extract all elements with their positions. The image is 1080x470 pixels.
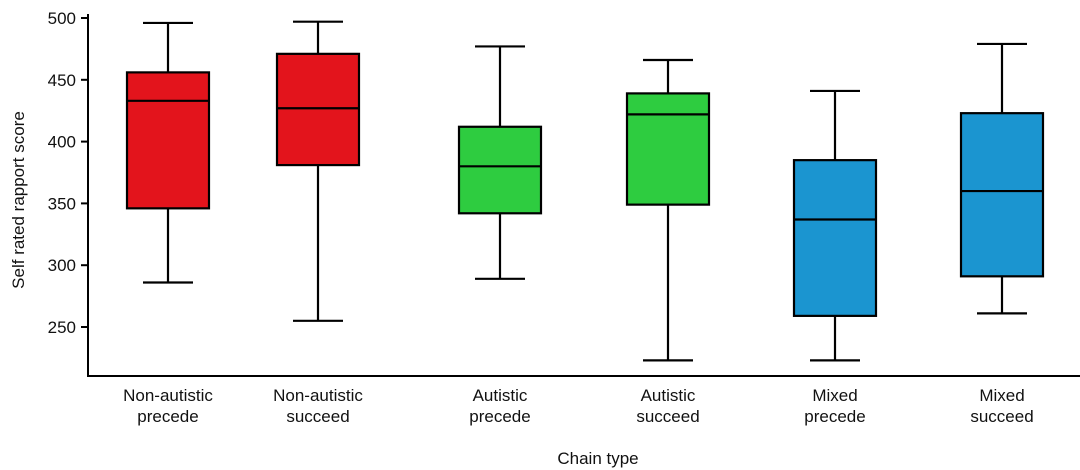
x-category-label: Mixed precede: [804, 386, 865, 426]
box-iqr: [457, 125, 543, 215]
box-iqr: [959, 112, 1045, 278]
x-category-label: Autistic succeed: [636, 386, 699, 426]
y-axis-title: Self rated rapport score: [9, 111, 28, 289]
y-tick-label: 350: [48, 194, 76, 213]
y-tick-label: 500: [48, 9, 76, 28]
y-tick-label: 300: [48, 256, 76, 275]
x-category-label: Mixed succeed: [970, 386, 1033, 426]
x-category-label: Non-autistic precede: [123, 386, 213, 426]
box-iqr: [125, 71, 211, 210]
y-tick-label: 250: [48, 318, 76, 337]
box-iqr: [625, 92, 711, 206]
x-category-label: Non-autistic succeed: [273, 386, 363, 426]
x-axis-title: Chain type: [557, 449, 638, 468]
y-tick-label: 450: [48, 71, 76, 90]
plot-area: 250 300 350 400 450 500 Non-autistic precede Non…: [48, 9, 1080, 426]
x-category-label: Autistic precede: [469, 386, 530, 426]
y-tick-label: 400: [48, 133, 76, 152]
box-iqr: [275, 52, 361, 167]
box-iqr: [792, 159, 878, 317]
